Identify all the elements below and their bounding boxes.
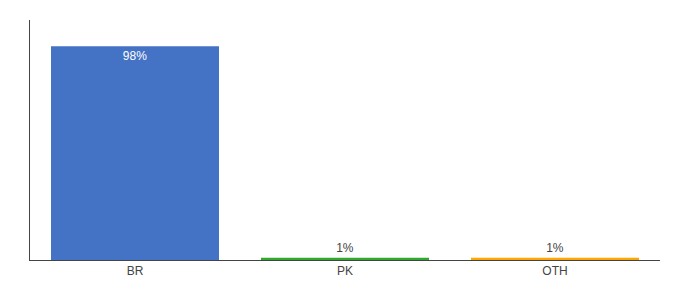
svg-text:1%: 1% <box>336 241 354 255</box>
svg-text:PK: PK <box>337 264 353 278</box>
svg-text:98%: 98% <box>123 49 147 63</box>
svg-text:1%: 1% <box>546 241 564 255</box>
svg-text:OTH: OTH <box>542 264 567 278</box>
svg-text:BR: BR <box>127 264 144 278</box>
